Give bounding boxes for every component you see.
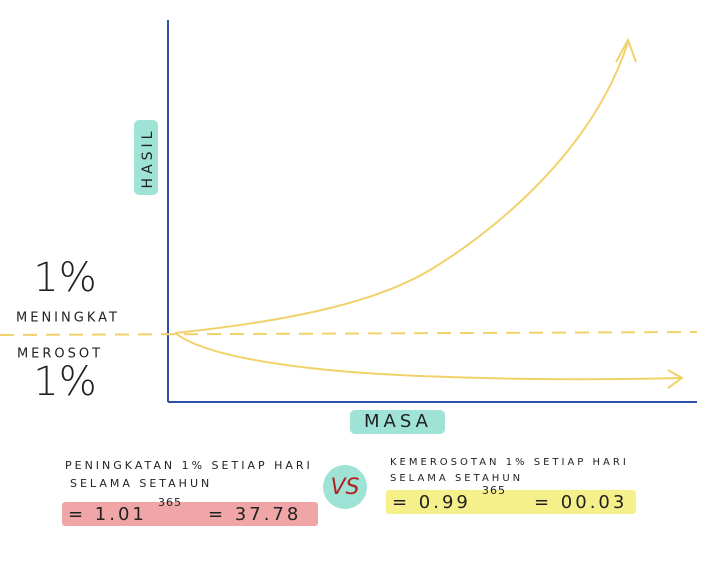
formula-base: = 1.01 — [68, 504, 147, 525]
percent-label: 1% — [33, 359, 96, 405]
y-axis-label: HASIL — [140, 128, 156, 189]
side-label: MEROSOT — [17, 347, 103, 362]
caption: PENINGKATAN 1% SETIAP HARI — [65, 459, 313, 472]
highlight — [350, 410, 445, 434]
formula-result: = 37.78 — [208, 504, 301, 525]
formula-exponent: 365 — [158, 496, 182, 509]
formula-base: = 0.99 — [392, 492, 471, 513]
formula-exponent: 365 — [482, 484, 506, 497]
highlight — [134, 120, 158, 195]
highlight — [62, 502, 318, 526]
growth-arrow — [615, 37, 637, 63]
x-axis-label: MASA — [364, 411, 432, 432]
growth-curve — [174, 41, 629, 334]
highlight — [386, 490, 636, 514]
caption: SELAMA SETAHUN — [390, 473, 523, 484]
baseline — [0, 331, 698, 336]
caption: KEMEROSOTAN 1% SETIAP HARI — [390, 457, 629, 468]
caption: SELAMA SETAHUN — [70, 477, 212, 490]
highlight — [323, 465, 367, 509]
decline-curve — [174, 332, 681, 381]
percent-label: 1% — [33, 255, 96, 301]
vs-label: VS — [330, 475, 359, 500]
side-label: MENINGKAT — [16, 311, 120, 326]
formula-result: = 00.03 — [534, 492, 627, 513]
decline-arrow — [667, 369, 684, 389]
